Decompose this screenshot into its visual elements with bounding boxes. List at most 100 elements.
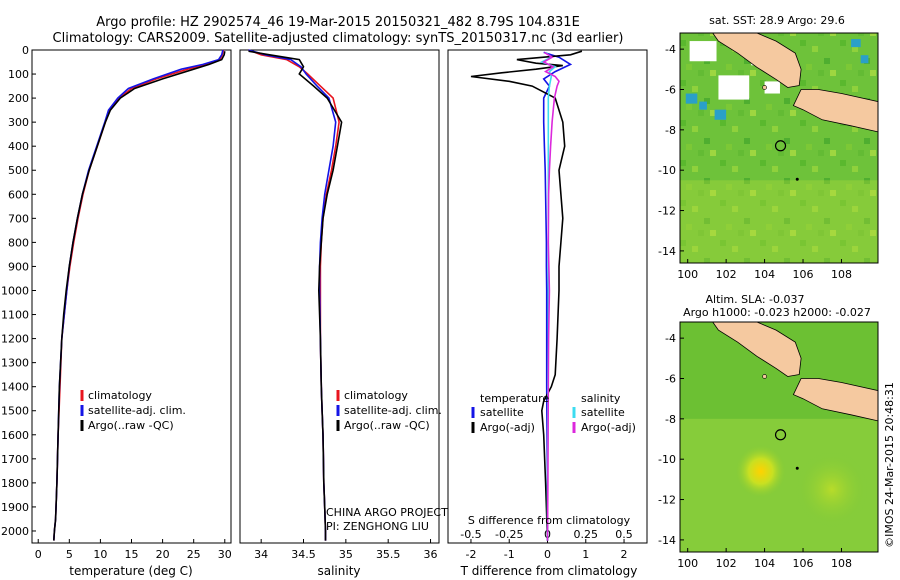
sla-map: 100 102 104 106 108 -4 -6 -8 -10 -12 -14 <box>658 321 879 570</box>
temperature-series <box>53 49 226 541</box>
argo-float-marker <box>774 140 787 152</box>
figure-title-line2: Climatology: CARS2009. Satellite-adjuste… <box>53 31 624 46</box>
temperature-panel: 0100200300400500600700800900100011001200… <box>1 44 232 578</box>
x-tick-label: 2 <box>621 548 628 561</box>
salinity-plot-frame <box>239 49 440 544</box>
island <box>762 85 767 90</box>
sla-high-anomaly <box>733 443 788 500</box>
legend-label: Argo(..raw -QC) <box>88 419 174 432</box>
depth-tick-label: 1200 <box>1 333 29 346</box>
x-tick-label: -1 <box>504 548 515 561</box>
x-tick-label: 34 <box>254 548 268 561</box>
salinity-panel: 34 34.5 35 35.5 36 salinity climatology satel… <box>239 49 448 578</box>
difference-series <box>470 50 583 541</box>
x-tick-label: 15 <box>125 548 139 561</box>
series-line-satellite <box>53 49 224 541</box>
lat-tick-label: -8 <box>665 413 676 426</box>
depth-tick-label: 1500 <box>1 405 29 418</box>
depth-tick-label: 2000 <box>1 525 29 538</box>
cold-pixel <box>860 55 869 64</box>
sla-map-title-line1: Altim. SLA: -0.037 <box>705 293 804 306</box>
christmas-island <box>795 466 799 470</box>
no-data-patch <box>764 81 780 94</box>
legend-label: climatology <box>88 389 152 402</box>
sla-map-panel: Altim. SLA: -0.037 Argo h1000: -0.023 h2… <box>658 293 879 570</box>
depth-tick-label: 1400 <box>1 381 29 394</box>
cold-pixel <box>851 39 861 48</box>
x-tick-label: 35.5 <box>376 548 401 561</box>
java-land <box>792 89 879 133</box>
series-line-argo <box>470 50 583 541</box>
lon-tick-label: 102 <box>716 557 737 570</box>
argo-float-marker <box>774 429 787 441</box>
lat-tick-label: -12 <box>658 494 676 507</box>
lat-tick-label: -8 <box>665 124 676 137</box>
depth-tick-label: 700 <box>8 212 29 225</box>
legend-temperature-title: temperature <box>480 392 549 405</box>
x-tick-label: 25 <box>187 548 201 561</box>
christmas-island <box>795 177 799 181</box>
salinity-legend: climatology satellite-adj. clim. Argo(..ra… <box>336 389 442 432</box>
depth-tick-label: 1700 <box>1 453 29 466</box>
s-difference-tick-label: 0.25 <box>574 528 599 541</box>
series-line-sat_temp <box>542 51 573 541</box>
depth-tick-label: 1300 <box>1 357 29 370</box>
legend-label: satellite <box>581 406 625 419</box>
lon-tick-label: 100 <box>677 557 698 570</box>
lat-tick-label: -12 <box>658 205 676 218</box>
s-difference-label: S difference from climatology <box>468 514 631 527</box>
x-tick-label: 30 <box>218 548 232 561</box>
lat-tick-label: -10 <box>658 164 676 177</box>
java-land <box>792 378 879 422</box>
sla-map-title-line2: Argo h1000: -0.023 h2000: -0.027 <box>683 306 871 319</box>
depth-tick-label: 1900 <box>1 501 29 514</box>
lon-tick-label: 108 <box>831 557 852 570</box>
series-line-climatology <box>248 49 340 541</box>
salinity-axis-ticks: 34 34.5 35 35.5 36 <box>254 539 438 561</box>
s-difference-tick-label: -0.25 <box>495 528 523 541</box>
s-difference-tick-label: -0.5 <box>460 528 481 541</box>
temperature-legend: climatology satellite-adj. clim. Argo(..ra… <box>80 389 186 432</box>
depth-axis-ticks: 0 100 200 300 400 500 600 700 800 900 1000 1100 1200… <box>1 44 36 538</box>
x-tick-label: 5 <box>66 548 73 561</box>
no-data-patch <box>718 75 750 100</box>
lon-tick-label: 104 <box>754 268 775 281</box>
legend-label: satellite-adj. clim. <box>88 404 186 417</box>
depth-tick-label: 1800 <box>1 477 29 490</box>
t-difference-axis-ticks: -2 -1 0 1 2 <box>465 539 628 561</box>
lon-tick-label: 108 <box>831 268 852 281</box>
lat-tick-label: -14 <box>658 534 676 547</box>
series-line-satellite <box>248 49 337 541</box>
sumatra-land <box>711 32 802 88</box>
project-annotation-line1: CHINA ARGO PROJECT <box>326 506 448 519</box>
sst-map-title: sat. SST: 28.9 Argo: 29.6 <box>709 14 845 27</box>
series-line-climatology <box>53 49 225 541</box>
depth-tick-label: 1600 <box>1 429 29 442</box>
s-difference-tick-label: 0.5 <box>615 528 633 541</box>
legend-label: Argo(-adj) <box>581 421 636 434</box>
lon-tick-label: 106 <box>793 268 814 281</box>
series-line-argo_sal <box>542 51 560 541</box>
lat-tick-label: -4 <box>665 43 676 56</box>
x-tick-label: 10 <box>93 548 107 561</box>
lat-tick-label: -14 <box>658 245 676 258</box>
lat-tick-label: -6 <box>665 372 676 385</box>
salinity-xlabel: salinity <box>317 564 360 578</box>
lat-tick-label: -10 <box>658 453 676 466</box>
depth-tick-label: 900 <box>8 260 29 273</box>
lon-tick-label: 104 <box>754 557 775 570</box>
depth-tick-label: 100 <box>8 68 29 81</box>
legend-label: climatology <box>344 389 408 402</box>
legend-label: satellite <box>480 406 524 419</box>
depth-tick-label: 1100 <box>1 309 29 322</box>
island <box>762 374 767 379</box>
depth-tick-label: 200 <box>8 92 29 105</box>
legend-label: satellite-adj. clim. <box>344 404 442 417</box>
temperature-xlabel: temperature (deg C) <box>69 564 192 578</box>
difference-panel: -2 -1 0 1 2 -0.5 -0.25 0 0.25 0.5 S difference f… <box>447 49 648 578</box>
figure-title-line1: Argo profile: HZ 2902574_46 19-Mar-2015 … <box>96 15 580 30</box>
no-data-patch <box>689 41 717 62</box>
sla-weak-anomaly <box>793 449 871 530</box>
depth-tick-label: 0 <box>22 44 29 57</box>
